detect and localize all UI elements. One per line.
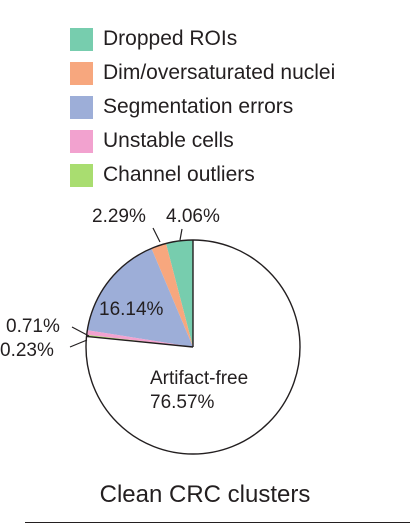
- legend-item-dim-oversaturated-nuclei: Dim/oversaturated nuclei: [70, 56, 335, 90]
- leader-line: [69, 339, 88, 348]
- legend-swatch: [70, 163, 93, 187]
- pie-slice-unstable-cells: [86, 330, 193, 347]
- slice-value-label: 2.29%: [92, 206, 146, 227]
- leader-line: [71, 326, 90, 337]
- legend-label: Segmentation errors: [103, 95, 294, 118]
- legend-swatch: [70, 61, 93, 85]
- legend-label: Dim/oversaturated nuclei: [103, 61, 336, 84]
- legend-item-dropped-rois: Dropped ROIs: [70, 22, 335, 56]
- legend-item-segmentation-errors: Segmentation errors: [70, 90, 335, 124]
- legend-label: Dropped ROIs: [103, 27, 238, 50]
- legend-item-unstable-cells: Unstable cells: [70, 124, 335, 158]
- pie-slice-dropped-rois: [165, 240, 193, 347]
- legend-label: Channel outliers: [103, 163, 255, 186]
- slice-value-label: 16.14%: [99, 299, 164, 320]
- legend-item-channel-outliers: Channel outliers: [70, 158, 335, 192]
- slice-value-label: 0.71%: [6, 316, 60, 337]
- slice-value-label: 0.23%: [0, 340, 54, 361]
- leader-line: [152, 227, 161, 243]
- slice-divider: [86, 335, 194, 348]
- legend-swatch: [70, 95, 93, 119]
- legend-swatch: [70, 27, 93, 51]
- slice-value-label: 76.57%: [150, 392, 215, 413]
- pie-slice-dim-oversaturated-nuclei: [151, 243, 193, 347]
- slice-label-name: Artifact-free: [150, 368, 248, 389]
- legend-swatch: [70, 129, 93, 153]
- caption-rule: [25, 522, 410, 523]
- legend-label: Unstable cells: [103, 129, 234, 152]
- chart-caption: Clean CRC clusters: [99, 481, 311, 508]
- slice-value-label: 4.06%: [166, 206, 220, 227]
- leader-line: [179, 228, 183, 241]
- pie-slice-segmentation-errors: [87, 248, 193, 347]
- chart-legend: Dropped ROIs Dim/oversaturated nuclei Se…: [70, 22, 335, 192]
